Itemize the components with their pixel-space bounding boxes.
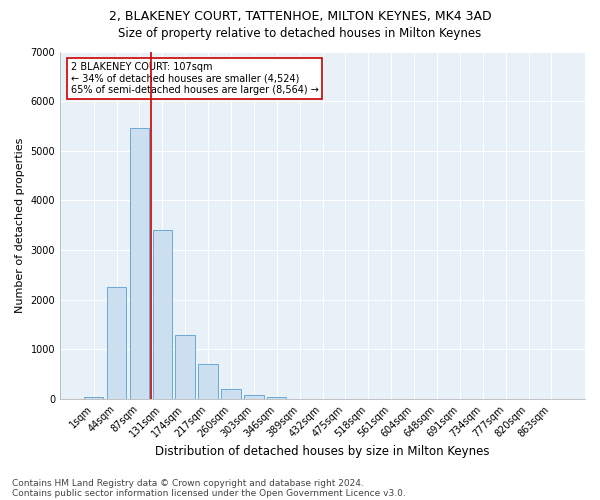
Bar	[107, 288, 126, 399]
Bar	[84, 396, 103, 399]
Bar	[130, 128, 149, 399]
Text: Contains public sector information licensed under the Open Government Licence v3: Contains public sector information licen…	[12, 488, 406, 498]
Bar	[152, 230, 172, 399]
Text: 2 BLAKENEY COURT: 107sqm
← 34% of detached houses are smaller (4,524)
65% of sem: 2 BLAKENEY COURT: 107sqm ← 34% of detach…	[71, 62, 319, 95]
Text: Size of property relative to detached houses in Milton Keynes: Size of property relative to detached ho…	[118, 28, 482, 40]
Text: 2, BLAKENEY COURT, TATTENHOE, MILTON KEYNES, MK4 3AD: 2, BLAKENEY COURT, TATTENHOE, MILTON KEY…	[109, 10, 491, 23]
Text: Contains HM Land Registry data © Crown copyright and database right 2024.: Contains HM Land Registry data © Crown c…	[12, 478, 364, 488]
Y-axis label: Number of detached properties: Number of detached properties	[15, 138, 25, 313]
Bar	[175, 334, 195, 399]
Bar	[199, 364, 218, 399]
Bar	[244, 395, 263, 399]
Bar	[221, 389, 241, 399]
Bar	[267, 396, 286, 399]
X-axis label: Distribution of detached houses by size in Milton Keynes: Distribution of detached houses by size …	[155, 444, 490, 458]
